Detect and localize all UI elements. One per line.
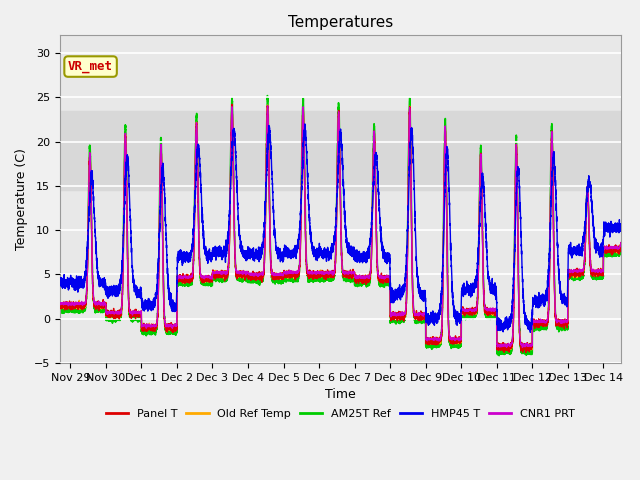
Title: Temperatures: Temperatures: [288, 15, 393, 30]
Text: VR_met: VR_met: [68, 60, 113, 73]
Bar: [60, 110, 621, 191]
Legend: Panel T, Old Ref Temp, AM25T Ref, HMP45 T, CNR1 PRT: Panel T, Old Ref Temp, AM25T Ref, HMP45 …: [101, 404, 579, 423]
Y-axis label: Temperature (C): Temperature (C): [15, 148, 28, 250]
X-axis label: Time: Time: [325, 388, 356, 401]
